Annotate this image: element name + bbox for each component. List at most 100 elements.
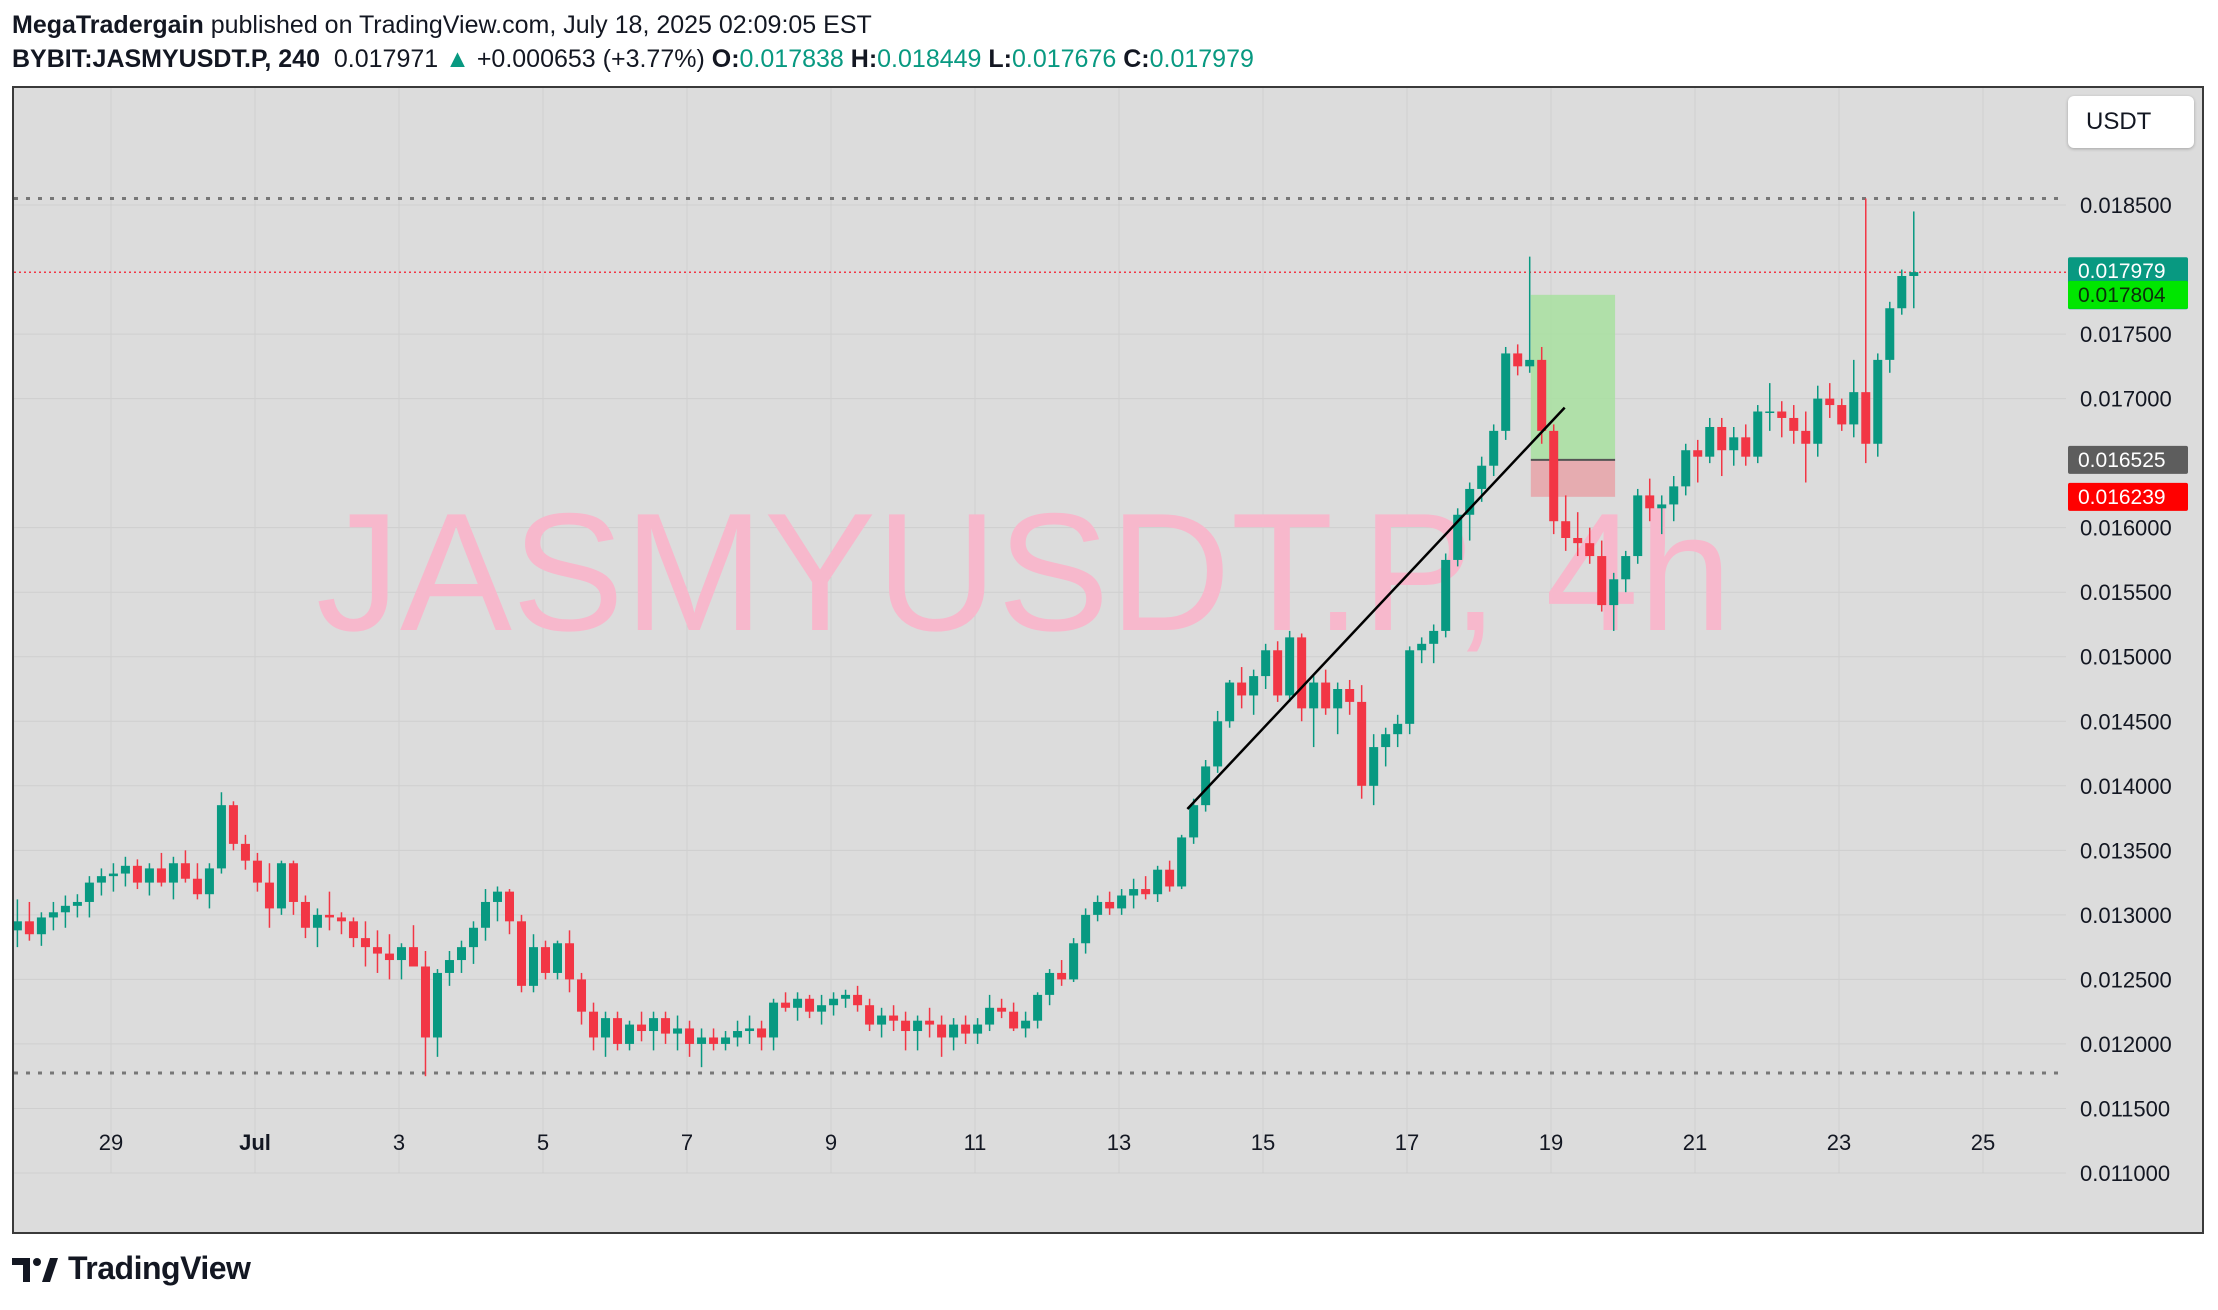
candle-body[interactable] bbox=[1633, 495, 1643, 557]
candle-body[interactable] bbox=[733, 1031, 743, 1038]
candle-body[interactable] bbox=[1705, 426, 1715, 457]
price-chart[interactable]: 0.018500 0.017500 0.017000 0.016000 0.015500… bbox=[14, 88, 2202, 1232]
candle-body[interactable] bbox=[1249, 676, 1259, 696]
candle-body[interactable] bbox=[1441, 559, 1451, 631]
candle-body[interactable] bbox=[769, 1002, 779, 1038]
candle-body[interactable] bbox=[1105, 901, 1115, 909]
candle-body[interactable] bbox=[1861, 392, 1871, 444]
chart-frame[interactable]: 0.018500 0.017500 0.017000 0.016000 0.015500… bbox=[12, 86, 2204, 1234]
candle-body[interactable] bbox=[1537, 359, 1547, 431]
trendline[interactable] bbox=[1186, 406, 1566, 810]
candle-body[interactable] bbox=[1033, 994, 1043, 1021]
candle-body[interactable] bbox=[721, 1037, 731, 1044]
candle-body[interactable] bbox=[901, 1020, 911, 1032]
candle-body[interactable] bbox=[1009, 1011, 1019, 1029]
candle-body[interactable] bbox=[240, 843, 250, 861]
candle-body[interactable] bbox=[1573, 537, 1583, 544]
candle-body[interactable] bbox=[72, 901, 82, 906]
candle-body[interactable] bbox=[96, 876, 106, 883]
candle-body[interactable] bbox=[1237, 682, 1247, 696]
candle-body[interactable] bbox=[661, 1018, 671, 1034]
candle-body[interactable] bbox=[36, 917, 46, 935]
candle-body[interactable] bbox=[697, 1037, 707, 1044]
candle-body[interactable] bbox=[324, 914, 334, 918]
candle-body[interactable] bbox=[1657, 504, 1667, 509]
candle-body[interactable] bbox=[1225, 682, 1235, 722]
candle-body[interactable] bbox=[1141, 889, 1151, 895]
candle-body[interactable] bbox=[1585, 543, 1595, 557]
candle-body[interactable] bbox=[529, 947, 539, 986]
candle-body[interactable] bbox=[1177, 837, 1187, 887]
candle-body[interactable] bbox=[1669, 486, 1679, 505]
candle-body[interactable] bbox=[1777, 411, 1787, 418]
candle-body[interactable] bbox=[1297, 637, 1307, 709]
candle-body[interactable] bbox=[1621, 556, 1631, 580]
candle-body[interactable] bbox=[14, 921, 22, 931]
candle-body[interactable] bbox=[841, 994, 851, 999]
candle-body[interactable] bbox=[913, 1020, 923, 1032]
candle-body[interactable] bbox=[144, 868, 154, 883]
candle-body[interactable] bbox=[492, 891, 502, 902]
candle-body[interactable] bbox=[1765, 411, 1775, 414]
candle-body[interactable] bbox=[1069, 943, 1079, 980]
long-position-stop-zone[interactable] bbox=[1530, 459, 1616, 497]
candle-body[interactable] bbox=[1789, 417, 1799, 431]
candle-body[interactable] bbox=[360, 938, 370, 948]
candle-body[interactable] bbox=[372, 947, 382, 954]
candle-body[interactable] bbox=[553, 943, 563, 973]
candle-body[interactable] bbox=[60, 905, 70, 913]
candle-body[interactable] bbox=[685, 1028, 695, 1044]
candle-body[interactable] bbox=[1021, 1020, 1031, 1029]
candle-body[interactable] bbox=[853, 994, 863, 1006]
candle-body[interactable] bbox=[288, 863, 298, 902]
candle-body[interactable] bbox=[1801, 430, 1811, 444]
author-name[interactable]: MegaTradergain bbox=[12, 11, 204, 39]
candle-body[interactable] bbox=[420, 966, 430, 1038]
candle-body[interactable] bbox=[480, 901, 490, 928]
candle-body[interactable] bbox=[1465, 488, 1475, 515]
candle-body[interactable] bbox=[565, 943, 575, 980]
candle-body[interactable] bbox=[601, 1018, 611, 1038]
candle-body[interactable] bbox=[793, 998, 803, 1008]
candle-body[interactable] bbox=[781, 1002, 791, 1008]
candle-body[interactable] bbox=[204, 868, 214, 895]
candle-body[interactable] bbox=[1393, 723, 1403, 735]
candle-body[interactable] bbox=[1561, 521, 1571, 538]
candle-body[interactable] bbox=[1897, 275, 1907, 309]
candle-body[interactable] bbox=[805, 998, 815, 1012]
candle-body[interactable] bbox=[180, 863, 190, 879]
candle-body[interactable] bbox=[709, 1037, 719, 1044]
candle-body[interactable] bbox=[384, 953, 394, 961]
candle-body[interactable] bbox=[1309, 682, 1319, 709]
candle-body[interactable] bbox=[84, 882, 94, 902]
candle-body[interactable] bbox=[1549, 430, 1559, 522]
tradingview-footer[interactable]: TradingView bbox=[12, 1250, 251, 1287]
candle-body[interactable] bbox=[613, 1018, 623, 1044]
candle-body[interactable] bbox=[625, 1024, 635, 1044]
candle-body[interactable] bbox=[997, 1007, 1007, 1012]
candle-body[interactable] bbox=[961, 1024, 971, 1034]
candle-body[interactable] bbox=[637, 1024, 647, 1032]
candle-body[interactable] bbox=[1369, 747, 1379, 786]
candle-body[interactable] bbox=[1753, 411, 1763, 457]
candle-body[interactable] bbox=[817, 1005, 827, 1012]
candle-body[interactable] bbox=[168, 863, 178, 883]
candle-body[interactable] bbox=[408, 947, 418, 967]
candle-body[interactable] bbox=[1093, 901, 1103, 915]
candle-body[interactable] bbox=[1057, 972, 1067, 980]
candle-body[interactable] bbox=[1837, 405, 1847, 425]
candle-body[interactable] bbox=[1453, 514, 1463, 560]
candle-body[interactable] bbox=[1597, 556, 1607, 606]
candle-body[interactable] bbox=[1741, 437, 1751, 457]
candle-body[interactable] bbox=[1285, 637, 1295, 696]
candle-body[interactable] bbox=[1681, 450, 1691, 487]
candle-body[interactable] bbox=[192, 878, 202, 895]
candle-body[interactable] bbox=[1813, 398, 1823, 444]
candle-body[interactable] bbox=[456, 947, 466, 961]
candle-body[interactable] bbox=[1405, 650, 1415, 724]
candle-body[interactable] bbox=[1417, 643, 1427, 651]
candle-body[interactable] bbox=[1429, 630, 1439, 644]
candle-body[interactable] bbox=[396, 947, 406, 961]
candle-body[interactable] bbox=[444, 960, 454, 973]
candle-body[interactable] bbox=[1729, 437, 1739, 451]
